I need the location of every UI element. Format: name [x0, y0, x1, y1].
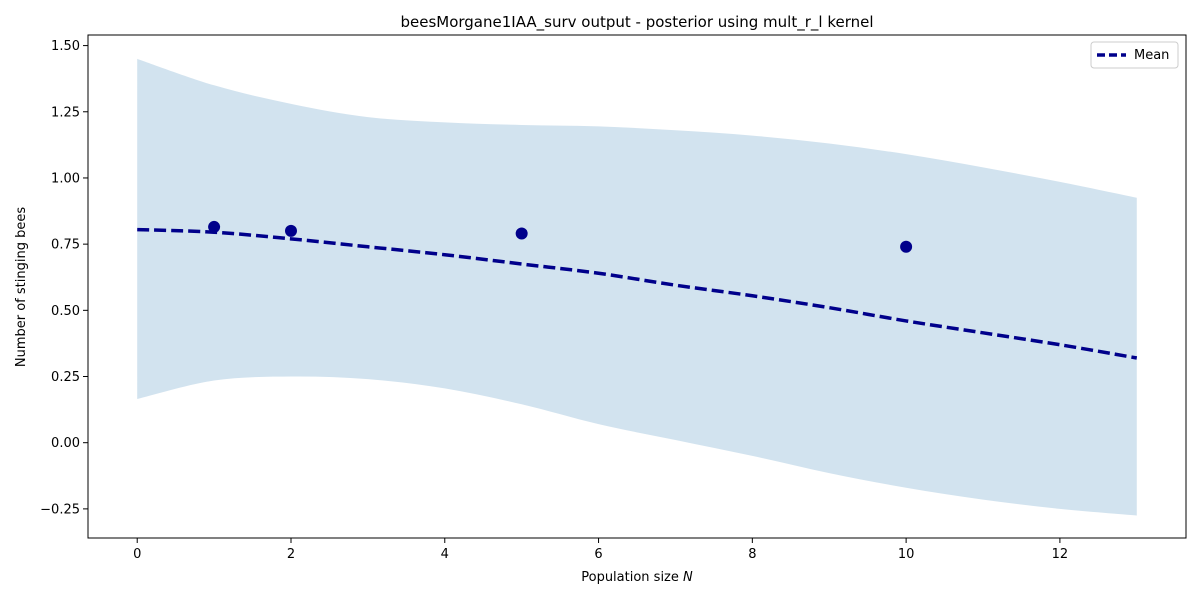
legend-mean-label: Mean: [1134, 48, 1169, 63]
data-point: [284, 224, 297, 237]
x-tick-label: 0: [133, 547, 141, 562]
y-tick-label: −0.25: [40, 502, 80, 517]
y-tick-label: 1.25: [51, 105, 80, 120]
y-axis-label: Number of stinging bees: [14, 207, 29, 367]
x-tick-label: 4: [441, 547, 449, 562]
x-axis-label: Population size N: [581, 570, 693, 585]
legend: Mean: [1090, 41, 1179, 69]
x-axis-label-text: Population size: [581, 570, 679, 585]
confidence-band-layer: [137, 58, 1137, 516]
chart-title: beesMorgane1IAA_surv output - posterior …: [400, 13, 873, 32]
x-tick-label: 8: [748, 547, 756, 562]
x-tick-label: 12: [1052, 547, 1069, 562]
y-tick-label: 0.00: [51, 436, 80, 451]
x-axis-ticks: 0 2 4 6 8 10 12: [133, 538, 1068, 562]
plot-frame: [87, 34, 1187, 539]
confidence-band: [137, 58, 1137, 516]
x-tick-label: 2: [287, 547, 295, 562]
y-tick-label: 1.00: [51, 171, 80, 186]
y-tick-label: 1.50: [51, 39, 80, 54]
mean-line-layer: [137, 227, 1138, 360]
y-tick-label: 0.25: [51, 370, 80, 385]
legend-box: [1090, 41, 1179, 69]
x-axis-label-symbol: N: [683, 570, 693, 585]
y-tick-label: 0.75: [51, 238, 80, 253]
data-point: [515, 227, 528, 240]
y-tick-label: 0.50: [51, 304, 80, 319]
data-point: [900, 240, 913, 253]
y-axis-ticks: −0.25 0.00 0.25 0.50 0.75 1.00 1.25 1.50: [40, 39, 88, 517]
mean-line: [137, 227, 1138, 360]
data-point: [208, 220, 221, 233]
x-tick-label: 6: [594, 547, 602, 562]
x-tick-label: 10: [898, 547, 915, 562]
data-points-layer: [208, 220, 913, 253]
